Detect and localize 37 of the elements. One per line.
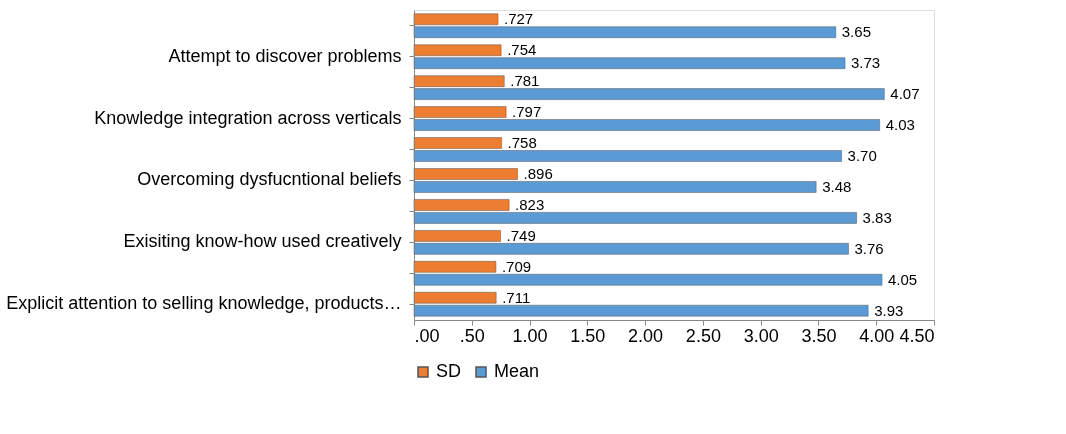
y-tick-label: Explicit attention to selling knowledge, products…	[6, 293, 402, 314]
data-label: 3.70	[847, 147, 877, 164]
data-label: 4.03	[885, 116, 915, 134]
x-tick-label: 2.50	[685, 325, 721, 346]
data-label: .896	[523, 165, 553, 182]
x-tick-label: 3.50	[801, 325, 837, 346]
data-label: .781	[510, 72, 540, 90]
data-label: 3.93	[874, 301, 904, 319]
data-label: .709	[501, 257, 532, 275]
data-label: .749	[506, 226, 536, 244]
y-tick-label: Exisiting know-how used creatively	[123, 231, 402, 252]
legend-label: SD	[436, 361, 462, 381]
legend-label: Mean	[494, 361, 540, 381]
x-tick-label: .00	[414, 325, 440, 346]
x-tick-label: 1.00	[512, 325, 548, 346]
y-tick-label: Overcoming dysfucntional beliefs	[137, 169, 402, 190]
x-tick-label: 3.00	[743, 325, 779, 346]
x-tick-label: 2.00	[628, 325, 664, 346]
data-label: 4.05	[888, 270, 918, 288]
data-label: .711	[502, 288, 531, 306]
data-label: 3.65	[841, 23, 871, 41]
data-label: .754	[507, 41, 537, 59]
x-tick-label: .50	[459, 325, 485, 346]
x-tick-label: 1.50	[570, 325, 606, 346]
x-tick-label: 4.50	[899, 325, 935, 346]
y-tick-label: Attempt to discover problems	[168, 45, 402, 66]
data-label: 3.73	[851, 54, 881, 72]
data-label: .727	[504, 10, 534, 28]
data-label: .797	[512, 103, 542, 121]
x-tick-label: 4.00	[859, 325, 895, 346]
data-label: 3.76	[854, 239, 884, 257]
data-label: 3.48	[822, 177, 852, 195]
data-label: .823	[515, 195, 545, 213]
data-label: 4.07	[890, 85, 920, 103]
data-label: .758	[507, 134, 537, 152]
y-tick-label: Knowledge integration across verticals	[94, 107, 402, 128]
data-label: 3.83	[862, 208, 892, 226]
